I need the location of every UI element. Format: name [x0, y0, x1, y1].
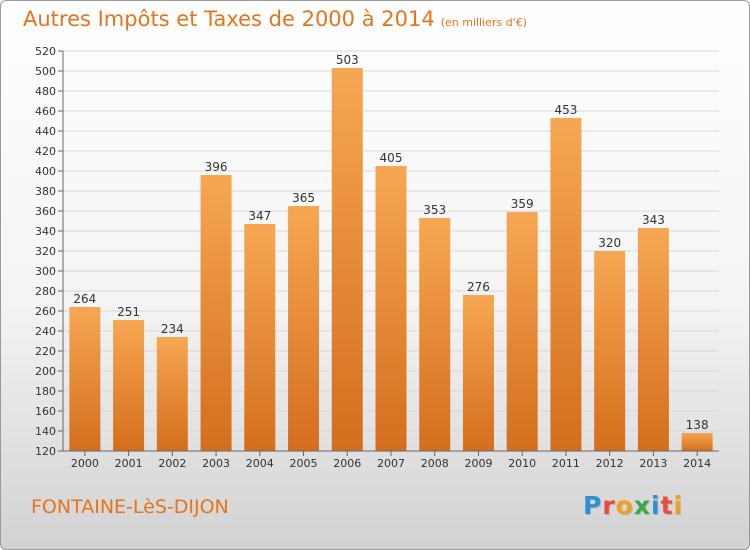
data-label: 359	[511, 197, 534, 211]
x-tick-label: 2002	[158, 457, 186, 470]
bar[interactable]	[69, 307, 101, 451]
x-tick-label: 2000	[71, 457, 99, 470]
x-tick-label: 2011	[552, 457, 580, 470]
bar[interactable]	[331, 68, 363, 451]
y-tick-label: 420	[35, 145, 56, 158]
y-tick-label: 380	[35, 185, 56, 198]
x-tick-label: 2006	[333, 457, 361, 470]
y-tick-label: 220	[35, 345, 56, 358]
y-tick-label: 480	[35, 85, 56, 98]
bar[interactable]	[462, 295, 494, 451]
y-tick-label: 240	[35, 325, 56, 338]
y-tick-label: 180	[35, 385, 56, 398]
y-tick-label: 200	[35, 365, 56, 378]
bar[interactable]	[244, 224, 276, 451]
data-label: 251	[117, 305, 140, 319]
data-label: 453	[554, 103, 577, 117]
logo-letter: P	[583, 491, 603, 520]
city-name: FONTAINE-LèS-DIJON	[31, 496, 229, 518]
x-tick-label: 2012	[596, 457, 624, 470]
x-tick-label: 2003	[202, 457, 230, 470]
y-tick-label: 140	[35, 425, 56, 438]
data-label: 138	[686, 418, 709, 432]
bar[interactable]	[506, 212, 538, 451]
bar[interactable]	[550, 118, 582, 451]
logo-letter: x	[633, 491, 651, 520]
data-label: 405	[380, 151, 403, 165]
data-label: 503	[336, 53, 359, 67]
data-label: 365	[292, 191, 315, 205]
y-tick-label: 340	[35, 225, 56, 238]
y-tick-label: 400	[35, 165, 56, 178]
y-tick-label: 260	[35, 305, 56, 318]
chart-title: Autres Impôts et Taxes de 2000 à 2014	[23, 7, 435, 31]
y-tick-label: 120	[35, 445, 56, 458]
data-label: 347	[248, 209, 271, 223]
bar[interactable]	[288, 206, 320, 451]
logo-letter: o	[615, 491, 634, 520]
x-tick-label: 2004	[246, 457, 274, 470]
chart-header: Autres Impôts et Taxes de 2000 à 2014 (en…	[23, 7, 527, 31]
bar[interactable]	[375, 166, 407, 451]
bar[interactable]	[419, 218, 451, 451]
data-label: 264	[73, 292, 96, 306]
proxiti-logo[interactable]: Proxiti	[583, 491, 683, 520]
x-tick-label: 2014	[683, 457, 711, 470]
logo-letter: i	[651, 491, 661, 520]
x-tick-label: 2009	[464, 457, 492, 470]
data-label: 343	[642, 213, 665, 227]
bar[interactable]	[156, 337, 188, 451]
y-tick-label: 500	[35, 65, 56, 78]
logo-letter: r	[602, 491, 616, 520]
axes	[58, 50, 719, 456]
x-tick-label: 2008	[421, 457, 449, 470]
bar[interactable]	[200, 175, 232, 451]
y-tick-label: 440	[35, 125, 56, 138]
data-label: 320	[598, 236, 621, 250]
data-label: 234	[161, 322, 184, 336]
y-tick-label: 460	[35, 105, 56, 118]
x-tick-label: 2005	[290, 457, 318, 470]
y-tick-label: 320	[35, 245, 56, 258]
y-tick-label: 360	[35, 205, 56, 218]
bar[interactable]	[594, 251, 626, 451]
data-label: 276	[467, 280, 490, 294]
y-tick-label: 160	[35, 405, 56, 418]
data-label: 353	[423, 203, 446, 217]
x-tick-label: 2001	[115, 457, 143, 470]
x-tick-label: 2010	[508, 457, 536, 470]
y-tick-label: 280	[35, 285, 56, 298]
y-tick-label: 300	[35, 265, 56, 278]
x-tick-label: 2007	[377, 457, 405, 470]
bar[interactable]	[637, 228, 669, 451]
bar[interactable]	[681, 433, 713, 451]
labels: 120 140 160 180 200 220 240 260 280 300 320 340 360 3…	[35, 45, 711, 470]
logo-letter: i	[673, 491, 684, 520]
bars	[69, 68, 713, 451]
x-tick-label: 2013	[639, 457, 667, 470]
bar[interactable]	[113, 320, 145, 451]
data-label: 396	[205, 160, 228, 174]
chart-subtitle: (en milliers d'€)	[440, 16, 527, 29]
y-tick-label: 520	[35, 45, 56, 58]
logo-letter: t	[660, 491, 674, 520]
